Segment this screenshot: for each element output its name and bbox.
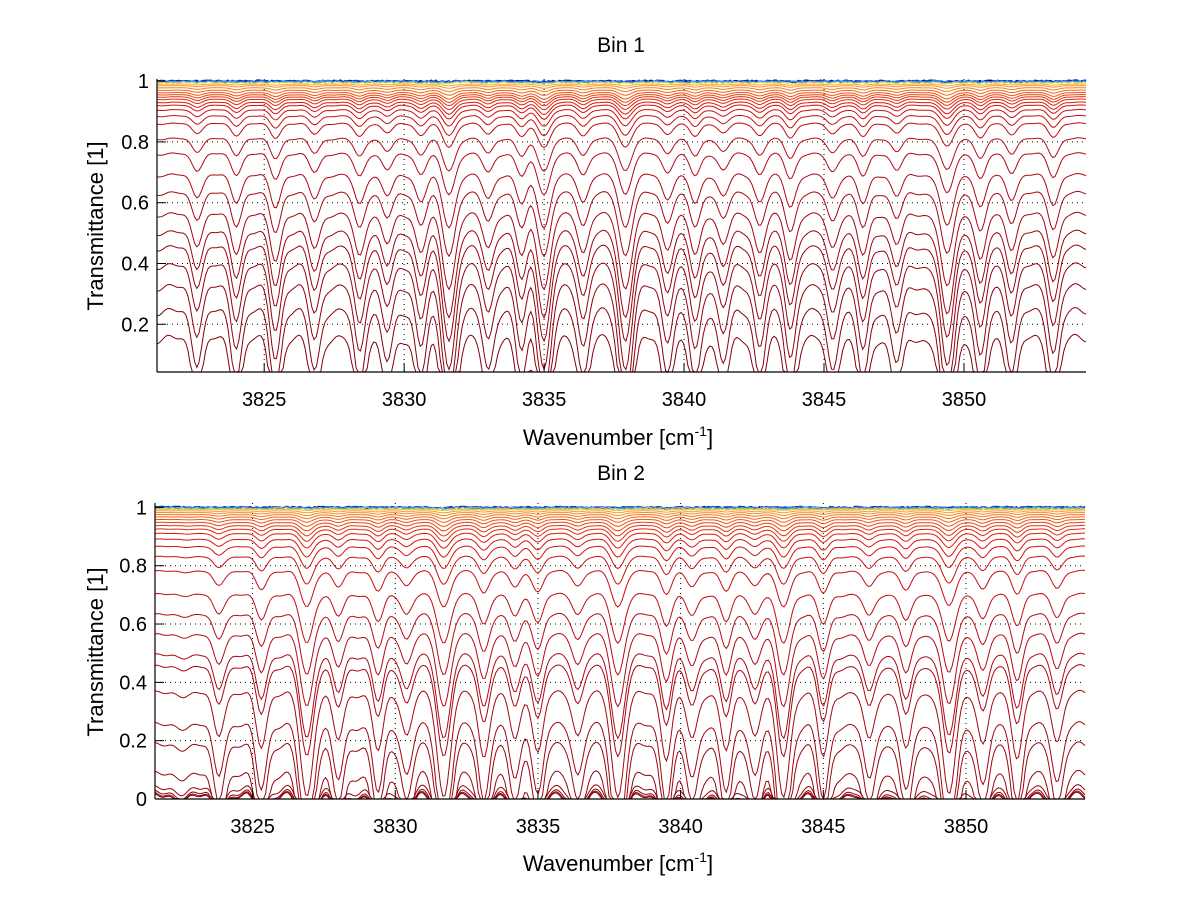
- spectrum-line: [157, 85, 1086, 89]
- y-tick-label: 0.6: [121, 193, 149, 215]
- x-tick-labels: 3825 3830 3835 3840 3845 3850: [230, 816, 988, 838]
- x-axis-label: Wavenumber [cm-1]: [523, 423, 713, 450]
- spectrum-line: [156, 87, 1086, 93]
- y-tick-label: 0.4: [121, 253, 149, 275]
- x-tick-label: 3835: [522, 389, 567, 411]
- spectrum-line: [154, 689, 1086, 799]
- spectrum-line: [156, 81, 1087, 85]
- spectrum-line: [156, 101, 1087, 116]
- y-tick-label: 0.8: [119, 556, 147, 578]
- spectrum-line: [154, 632, 1086, 708]
- spectrum-line: [156, 211, 1087, 291]
- axes: [154, 503, 1085, 800]
- spectrum-line: [154, 652, 1086, 740]
- x-tick-labels: 3825 3830 3835 3840 3845 3850: [242, 389, 986, 411]
- y-tick-label: 0.8: [121, 132, 149, 154]
- spectrum-line: [157, 89, 1086, 96]
- y-tick-label: 0.2: [119, 731, 147, 753]
- x-tick-label: 3850: [942, 389, 987, 411]
- spectrum-line: [154, 545, 1085, 570]
- spectrum-line: [154, 592, 1086, 645]
- spectrum-line: [154, 524, 1085, 537]
- spectra-curves: [156, 79, 1087, 373]
- spectrum-line: [154, 518, 1085, 527]
- spectrum-line: [155, 508, 1085, 511]
- x-tick-label: 3840: [658, 816, 703, 838]
- spectrum-line: [156, 104, 1087, 120]
- spectrum-line: [154, 528, 1085, 542]
- y-tick-labels: 0.2 0.4 0.6 0.8 1: [121, 71, 149, 336]
- x-tick-label: 3845: [801, 816, 846, 838]
- spectrum-line: [156, 122, 1087, 149]
- spectrum-line: [156, 108, 1087, 127]
- x-tick-label: 3825: [242, 389, 287, 411]
- subplot-bin-2: Bin 2 3825 3830 3835 3840 3845 3850 0 0.2 0.4 0.…: [83, 462, 1086, 876]
- x-tick-label: 3825: [230, 816, 275, 838]
- x-tick-label: 3850: [944, 816, 989, 838]
- spectrum-line: [157, 93, 1086, 104]
- spectrum-line: [155, 664, 1086, 758]
- spectrum-line: [154, 538, 1086, 558]
- y-tick-label: 0: [136, 789, 147, 811]
- subplot-bin-1: Bin 1 3825 3830 3835 3840 3845 3850 0.2 0.4 0.6…: [83, 34, 1087, 450]
- spectrum-line: [156, 114, 1087, 137]
- x-tick-label: 3845: [802, 389, 847, 411]
- spectrum-line: [157, 83, 1086, 87]
- spectrum-line: [156, 98, 1087, 111]
- y-tick-label: 0.2: [121, 314, 149, 336]
- spectrum-line: [155, 510, 1085, 514]
- spectrum-line: [154, 555, 1086, 585]
- spectrum-line: [156, 96, 1087, 107]
- spectrum-line: [156, 91, 1086, 100]
- x-tick-label: 3835: [516, 816, 561, 838]
- spectrum-line: [157, 244, 1087, 343]
- spectrum-line: [156, 262, 1087, 372]
- spectrum-line: [154, 505, 1086, 511]
- x-tick-label: 3830: [373, 816, 418, 838]
- x-axis-label: Wavenumber [cm-1]: [523, 849, 713, 876]
- subplot-title: Bin 2: [597, 462, 645, 485]
- spectrum-line: [156, 172, 1087, 230]
- y-axis-label: Transmittance [1]: [83, 141, 108, 310]
- spectrum-line: [154, 506, 1086, 511]
- y-tick-label: 1: [138, 71, 149, 93]
- spectrum-line: [154, 532, 1085, 549]
- subplot-title: Bin 1: [597, 34, 645, 57]
- axes: [156, 79, 1086, 373]
- spectrum-line: [154, 512, 1086, 517]
- y-tick-labels: 0 0.2 0.4 0.6 0.8 1: [119, 497, 147, 811]
- y-axis-label: Transmittance [1]: [83, 567, 108, 736]
- spectrum-line: [156, 152, 1087, 196]
- x-tick-label: 3830: [382, 389, 427, 411]
- spectrum-line: [154, 513, 1086, 520]
- spectrum-line: [156, 190, 1087, 258]
- spectrum-line: [156, 137, 1087, 173]
- spectrum-line: [154, 612, 1086, 676]
- y-tick-label: 0.6: [119, 614, 147, 636]
- spectrum-line: [155, 516, 1086, 523]
- spectrum-line: [154, 521, 1086, 532]
- y-tick-label: 0.4: [119, 672, 147, 694]
- spectrum-line: [154, 569, 1086, 608]
- y-tick-label: 1: [136, 497, 147, 519]
- x-tick-label: 3840: [662, 389, 707, 411]
- spectrum-line: [156, 306, 1087, 373]
- spectrum-line: [156, 229, 1087, 319]
- spectra-curves: [154, 505, 1086, 801]
